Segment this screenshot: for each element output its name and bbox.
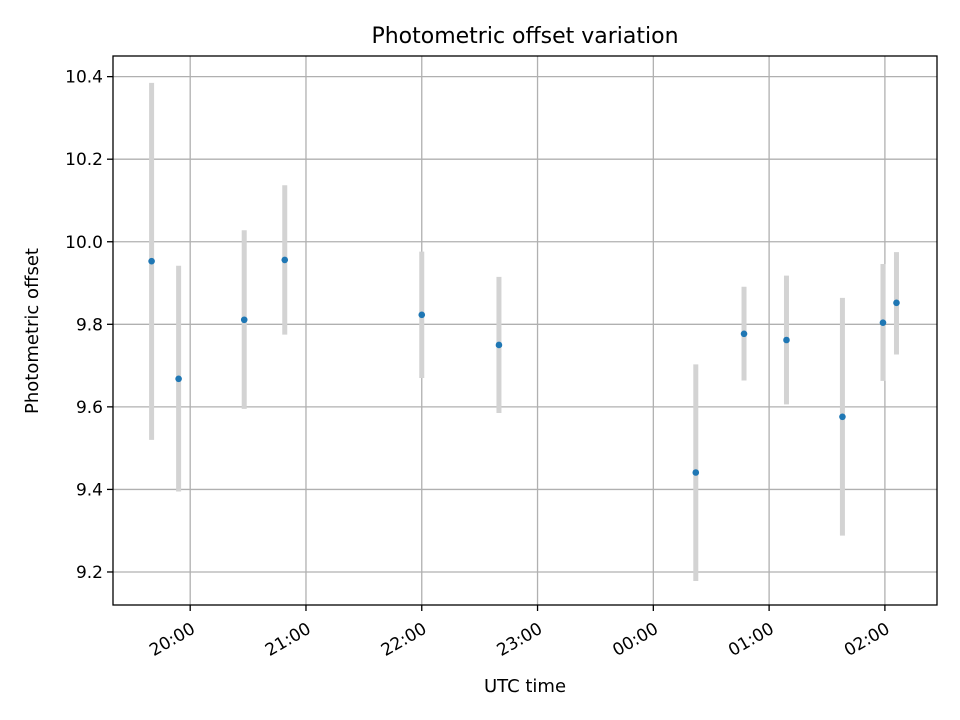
data-point [783,336,790,344]
data-point [240,316,248,324]
x-axis-label: UTC time [484,676,566,697]
data-point [740,330,748,338]
y-tick-label: 10.0 [65,233,103,253]
y-tick-label: 10.2 [65,150,103,170]
data-point [281,256,289,264]
data-point [893,299,900,307]
y-tick-label: 9.2 [76,563,103,583]
plot-frame [112,55,938,606]
data-point [839,413,846,421]
y-tick-label: 9.8 [76,315,103,335]
data-point [692,469,700,476]
grid [113,56,937,605]
chart-title: Photometric offset variation [371,24,678,49]
data-point [418,311,426,319]
data-point [879,319,887,326]
data-point [495,341,503,349]
data-points [148,256,900,476]
y-tick-label: 10.4 [65,68,103,88]
data-point [148,257,155,265]
data-point [175,375,182,383]
y-axis-label: Photometric offset [22,248,43,414]
y-tick-label: 9.6 [76,398,103,418]
y-tick-label: 9.4 [76,480,103,500]
